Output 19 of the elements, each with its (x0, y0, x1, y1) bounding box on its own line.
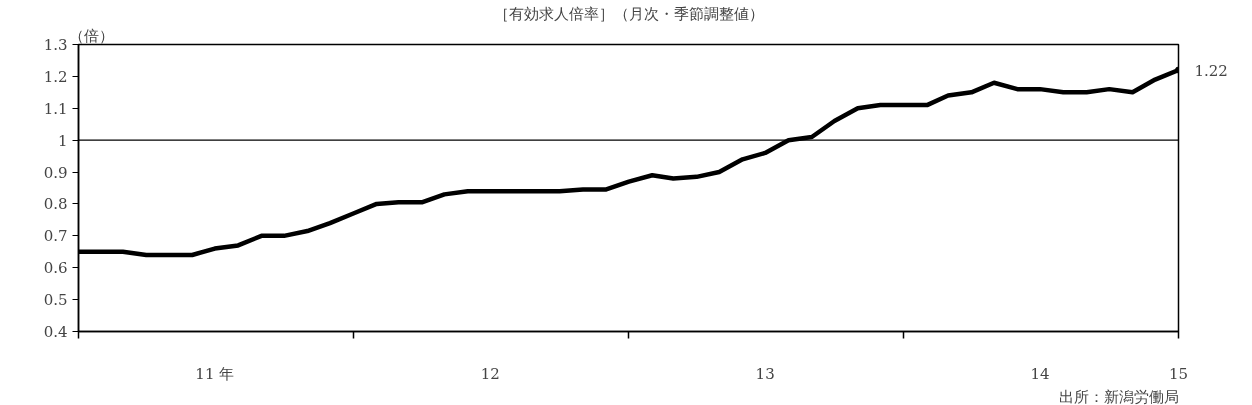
y-tick-label: 0.6 (43, 259, 68, 278)
y-tick-label: 0.8 (43, 195, 68, 214)
x-tick-label: 11 年 (195, 364, 235, 383)
x-tick-label: 14 (1030, 364, 1050, 383)
x-tick-label: 13 (755, 364, 775, 383)
text: 出所：新潟労働局 (1058, 387, 1179, 405)
annotation: 1.22 (1194, 61, 1228, 80)
y-tick-label: 1.2 (43, 67, 68, 86)
y-axis-title: （倍） (68, 26, 114, 45)
y-tick-label: 1.1 (43, 99, 68, 118)
y-tick-label: 0.7 (43, 227, 68, 246)
y-tick-label: 1 (57, 131, 68, 150)
y-tick-label: 0.9 (43, 163, 68, 182)
chart-title: ［有効求人倍率］（月次・季節調整値） (493, 4, 764, 23)
y-tick-label: 1.3 (43, 36, 68, 54)
x-tick-label: 15 (1168, 364, 1189, 383)
y-tick-label: 0.5 (43, 291, 68, 310)
y-tick-label: 0.4 (43, 323, 68, 341)
x-tick-label: 12 (480, 364, 500, 383)
